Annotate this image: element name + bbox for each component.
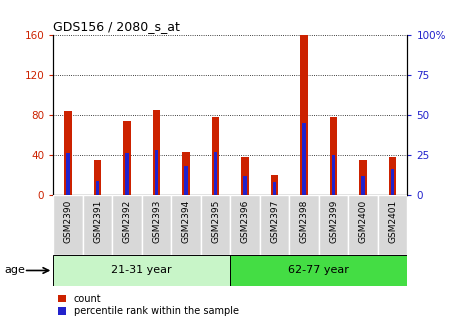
FancyBboxPatch shape (142, 195, 171, 255)
Bar (302, 123, 306, 195)
Bar (300, 35, 308, 195)
Text: GSM2397: GSM2397 (270, 200, 279, 243)
FancyBboxPatch shape (260, 195, 289, 255)
FancyBboxPatch shape (171, 195, 201, 255)
Bar (155, 150, 158, 195)
Bar (94, 160, 101, 195)
Bar (391, 169, 394, 195)
Bar (330, 117, 338, 195)
Bar (53, 255, 231, 286)
Text: GSM2401: GSM2401 (388, 200, 397, 243)
FancyBboxPatch shape (289, 195, 319, 255)
Bar (66, 153, 70, 195)
Bar (244, 176, 247, 195)
FancyBboxPatch shape (349, 195, 378, 255)
Bar (362, 176, 365, 195)
Bar (214, 152, 217, 195)
FancyBboxPatch shape (231, 195, 260, 255)
Bar (359, 160, 367, 195)
FancyBboxPatch shape (201, 195, 231, 255)
Text: GSM2391: GSM2391 (93, 200, 102, 243)
Bar (96, 180, 99, 195)
Text: GSM2392: GSM2392 (123, 200, 131, 243)
Bar (273, 182, 276, 195)
Legend: count, percentile rank within the sample: count, percentile rank within the sample (58, 294, 238, 316)
FancyBboxPatch shape (53, 195, 83, 255)
Text: 62-77 year: 62-77 year (288, 265, 349, 276)
FancyBboxPatch shape (319, 195, 349, 255)
Text: GSM2400: GSM2400 (359, 200, 368, 243)
Text: GSM2398: GSM2398 (300, 200, 309, 243)
Text: GSM2393: GSM2393 (152, 200, 161, 243)
Bar (153, 110, 160, 195)
FancyBboxPatch shape (378, 195, 407, 255)
Bar (212, 117, 219, 195)
Text: GSM2396: GSM2396 (241, 200, 250, 243)
Bar (332, 155, 335, 195)
Text: GSM2395: GSM2395 (211, 200, 220, 243)
Bar (231, 255, 407, 286)
Bar (184, 166, 188, 195)
Bar (241, 157, 249, 195)
Bar (271, 175, 278, 195)
Bar (389, 157, 396, 195)
Bar (125, 153, 129, 195)
Text: GSM2394: GSM2394 (181, 200, 191, 243)
FancyBboxPatch shape (113, 195, 142, 255)
Text: age: age (5, 265, 25, 276)
Bar (64, 111, 72, 195)
Text: 21-31 year: 21-31 year (112, 265, 172, 276)
FancyBboxPatch shape (83, 195, 113, 255)
Text: GDS156 / 2080_s_at: GDS156 / 2080_s_at (53, 20, 180, 33)
Text: GSM2399: GSM2399 (329, 200, 338, 243)
Bar (182, 152, 190, 195)
Bar (123, 121, 131, 195)
Text: GSM2390: GSM2390 (63, 200, 73, 243)
